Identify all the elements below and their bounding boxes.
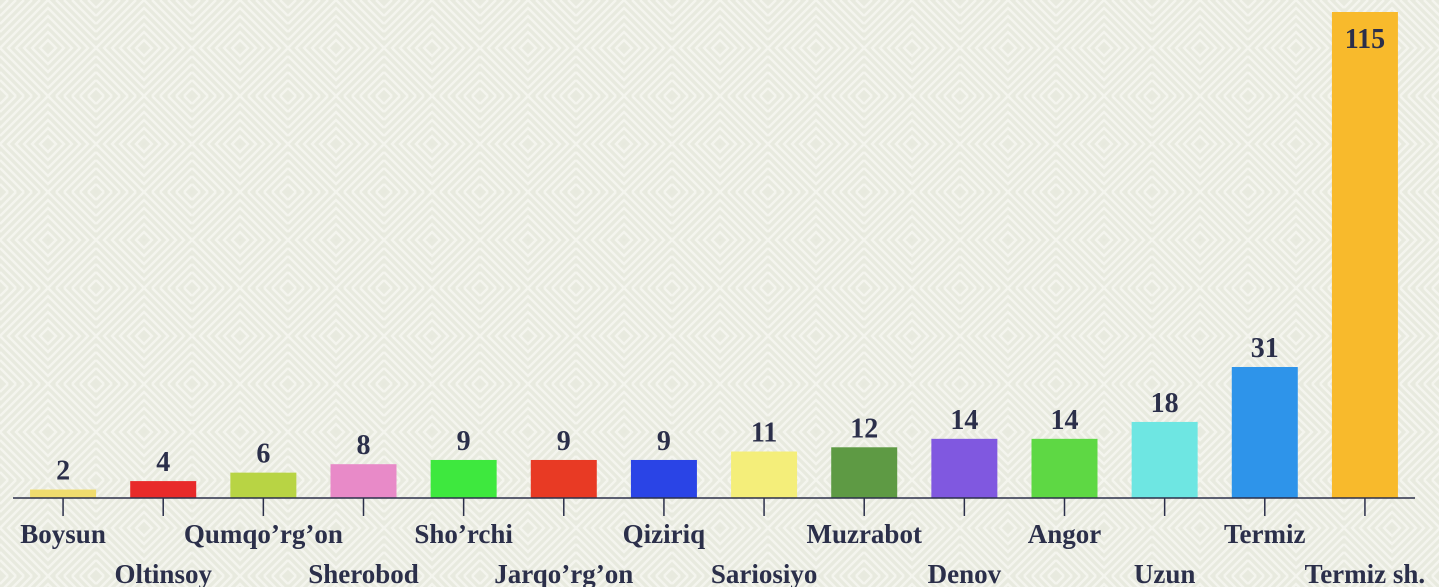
- bar: [630, 459, 697, 498]
- value-label: 9: [557, 426, 571, 457]
- value-label: 14: [1051, 405, 1079, 436]
- value-label: 18: [1151, 388, 1179, 419]
- value-label: 9: [657, 426, 671, 457]
- value-label: 31: [1251, 333, 1279, 364]
- bar: [831, 447, 898, 498]
- bar: [230, 472, 297, 498]
- value-label: 4: [156, 447, 170, 478]
- bar: [1031, 438, 1098, 498]
- x-tick-label: Sherobod: [308, 559, 419, 587]
- x-tick-label: Denov: [928, 559, 1002, 587]
- x-tick-label: Jarqo’rg’on: [494, 559, 633, 587]
- x-tick-label: Qiziriq: [623, 519, 706, 549]
- x-tick-label: Termiz sh.: [1305, 559, 1426, 587]
- value-label: 8: [357, 430, 371, 461]
- bar: [1331, 12, 1398, 498]
- value-label: 115: [1345, 24, 1385, 55]
- value-label: 2: [56, 456, 70, 487]
- bar: [530, 459, 597, 498]
- bar: [130, 481, 197, 498]
- value-label: 11: [751, 418, 777, 449]
- bar: [430, 459, 497, 498]
- x-tick-label: Termiz: [1224, 519, 1305, 549]
- bar: [1131, 421, 1198, 498]
- bar: [330, 464, 397, 498]
- bar: [30, 489, 97, 498]
- value-label: 6: [256, 439, 270, 470]
- value-label: 14: [950, 405, 978, 436]
- value-label: 9: [457, 426, 471, 457]
- x-tick-label: Qumqo’rg’on: [184, 519, 343, 549]
- value-label: 12: [850, 413, 878, 444]
- x-tick-label: Sariosiyo: [711, 559, 818, 587]
- x-tick-label: Angor: [1028, 519, 1102, 549]
- x-tick-label: Boysun: [20, 519, 106, 549]
- bar: [731, 451, 798, 498]
- x-tick-label: Sho’rchi: [414, 519, 513, 549]
- bar: [1231, 366, 1298, 498]
- bar: [931, 438, 998, 498]
- x-tick-label: Oltinsoy: [114, 559, 212, 587]
- x-tick-label: Uzun: [1134, 559, 1196, 587]
- x-tick-label: Muzrabot: [806, 519, 921, 549]
